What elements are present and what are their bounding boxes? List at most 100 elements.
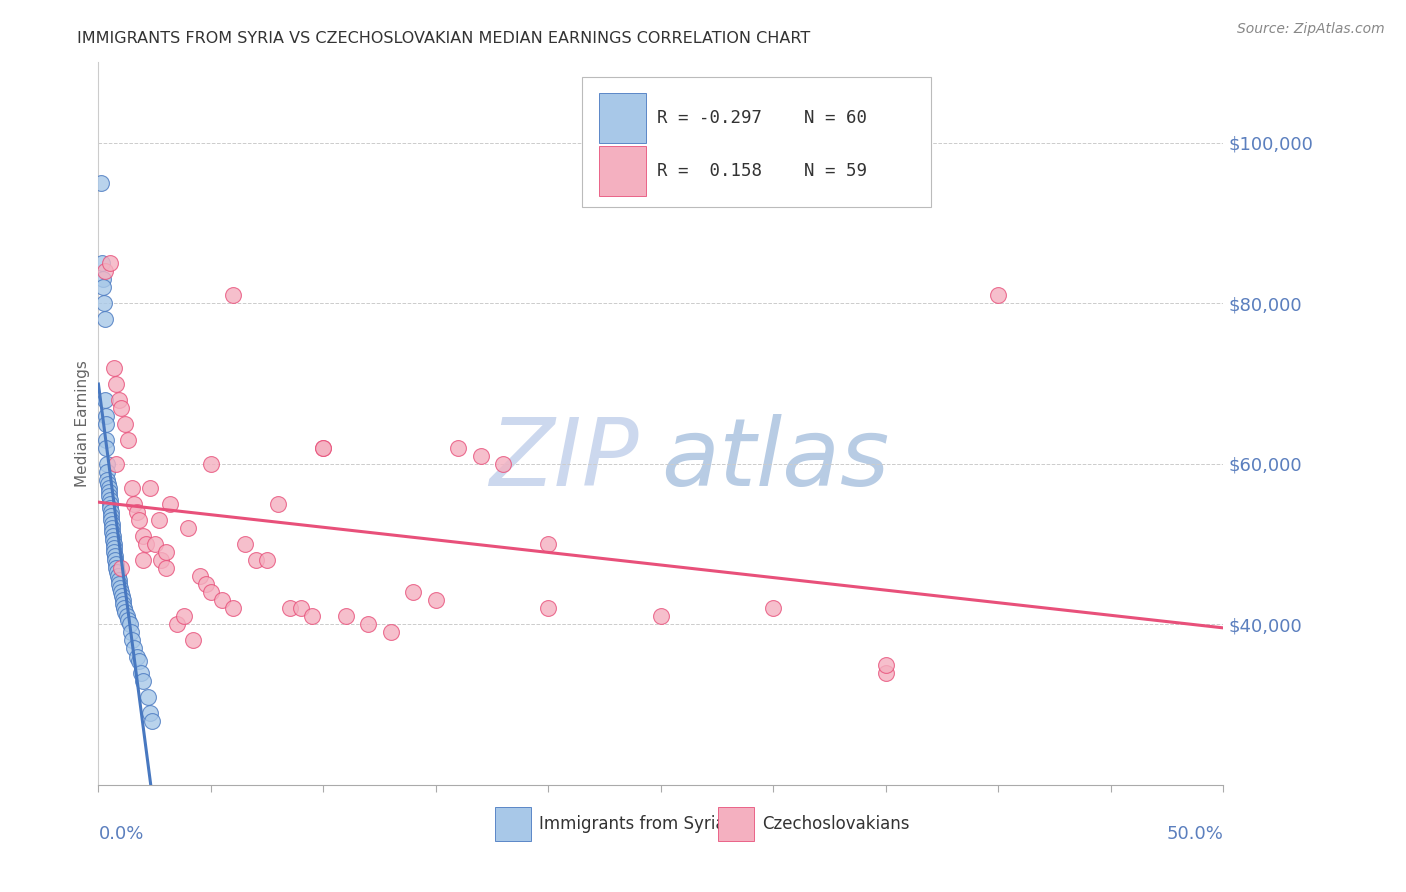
Point <box>107 573 129 587</box>
Point <box>155 545 177 559</box>
Point <box>650 609 672 624</box>
Point <box>100 505 122 519</box>
Point <box>107 392 129 407</box>
Point <box>987 288 1010 302</box>
Text: IMMIGRANTS FROM SYRIA VS CZECHOSLOVAKIAN MEDIAN EARNINGS CORRELATION CHART: IMMIGRANTS FROM SYRIA VS CZECHOSLOVAKIAN… <box>77 31 811 46</box>
FancyBboxPatch shape <box>495 807 531 840</box>
Point <box>105 376 128 391</box>
Point <box>96 473 118 487</box>
Point <box>537 537 560 551</box>
Point <box>104 553 127 567</box>
Point <box>148 513 170 527</box>
Point <box>121 633 143 648</box>
Point <box>132 673 155 688</box>
Point <box>98 489 121 503</box>
Point <box>114 605 136 619</box>
Point <box>143 537 166 551</box>
Point <box>101 516 124 531</box>
Point <box>101 529 124 543</box>
Text: Source: ZipAtlas.com: Source: ZipAtlas.com <box>1237 22 1385 37</box>
Point <box>233 537 256 551</box>
Point <box>312 441 335 455</box>
Point <box>117 433 139 447</box>
Point <box>98 492 121 507</box>
Point <box>96 433 118 447</box>
Point <box>357 617 380 632</box>
Point <box>97 484 120 499</box>
Point <box>278 601 301 615</box>
Point <box>135 537 157 551</box>
Point <box>211 593 233 607</box>
FancyBboxPatch shape <box>599 146 647 195</box>
Text: R =  0.158    N = 59: R = 0.158 N = 59 <box>658 161 868 180</box>
Point <box>90 176 112 190</box>
Point <box>103 541 125 555</box>
Text: 50.0%: 50.0% <box>1167 825 1223 843</box>
Point <box>110 561 132 575</box>
Point <box>97 476 120 491</box>
Point <box>98 500 121 515</box>
Point <box>108 582 131 596</box>
Point <box>105 566 128 580</box>
Point <box>256 553 278 567</box>
Point <box>537 601 560 615</box>
Point <box>107 569 129 583</box>
Point <box>875 657 897 672</box>
Point <box>112 598 135 612</box>
Point <box>105 561 128 575</box>
Point <box>100 508 122 523</box>
Point <box>245 553 267 567</box>
Point <box>98 497 121 511</box>
Point <box>94 409 117 423</box>
Point <box>93 312 115 326</box>
Point <box>100 513 122 527</box>
Point <box>301 609 323 624</box>
Point <box>110 585 132 599</box>
Point <box>492 457 515 471</box>
Point <box>141 714 163 728</box>
Point <box>105 457 128 471</box>
Point <box>132 529 155 543</box>
Point <box>115 609 138 624</box>
Point <box>195 577 218 591</box>
Point <box>94 392 117 407</box>
FancyBboxPatch shape <box>599 93 647 143</box>
Point <box>111 593 134 607</box>
Point <box>103 537 125 551</box>
Point <box>101 533 124 547</box>
Text: atlas: atlas <box>661 414 889 506</box>
Point <box>447 441 470 455</box>
Point <box>91 272 114 286</box>
Point <box>104 549 127 564</box>
Point <box>166 617 188 632</box>
Point <box>222 288 245 302</box>
Point <box>110 401 132 415</box>
Point <box>90 256 112 270</box>
Point <box>200 585 222 599</box>
Point <box>402 585 425 599</box>
Point <box>117 614 139 628</box>
Point <box>139 706 162 720</box>
Point <box>129 665 152 680</box>
Point <box>108 577 131 591</box>
Text: R = -0.297    N = 60: R = -0.297 N = 60 <box>658 109 868 127</box>
Point <box>121 481 143 495</box>
Point <box>139 481 162 495</box>
Text: ZIP: ZIP <box>489 414 638 506</box>
Point <box>875 665 897 680</box>
Point <box>94 417 117 431</box>
Point <box>94 264 117 278</box>
Point <box>124 497 146 511</box>
Point <box>118 617 141 632</box>
Point <box>120 625 142 640</box>
Point <box>104 557 127 571</box>
Point <box>101 524 124 539</box>
Point <box>124 641 146 656</box>
Point <box>96 441 118 455</box>
Point <box>188 569 211 583</box>
Point <box>97 481 120 495</box>
Point <box>312 441 335 455</box>
Point <box>155 561 177 575</box>
Text: 0.0%: 0.0% <box>98 825 143 843</box>
Point <box>159 497 181 511</box>
